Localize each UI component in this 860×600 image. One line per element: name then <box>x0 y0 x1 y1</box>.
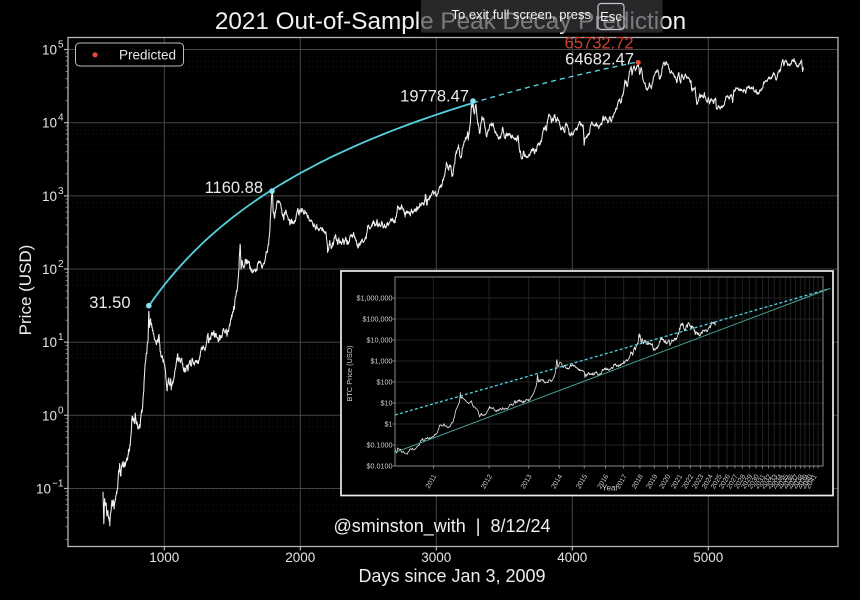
svg-text:$10,000: $10,000 <box>367 336 393 345</box>
svg-text:64682.47: 64682.47 <box>565 51 634 69</box>
svg-text:3000: 3000 <box>421 550 451 565</box>
svg-text:$1,000: $1,000 <box>371 357 393 366</box>
svg-text:Year: Year <box>602 484 619 493</box>
svg-text:31.50: 31.50 <box>89 294 130 312</box>
svg-text:10: 10 <box>36 482 51 497</box>
svg-text:10: 10 <box>42 408 57 423</box>
svg-text:Price (USD): Price (USD) <box>16 245 35 336</box>
svg-text:5: 5 <box>58 40 64 51</box>
svg-text:0: 0 <box>58 405 64 416</box>
svg-text:$0.0100: $0.0100 <box>367 462 393 471</box>
svg-text:1000: 1000 <box>149 550 179 565</box>
svg-text:$10: $10 <box>381 399 393 408</box>
svg-text:@sminston_with | 8/12/24: @sminston_with | 8/12/24 <box>333 516 550 537</box>
svg-text:10: 10 <box>42 262 57 277</box>
svg-text:4000: 4000 <box>557 550 587 565</box>
svg-text:Days since Jan 3, 2009: Days since Jan 3, 2009 <box>358 566 545 586</box>
svg-text:2000: 2000 <box>285 550 315 565</box>
svg-text:Esc: Esc <box>600 9 622 24</box>
svg-text:$0.1000: $0.1000 <box>367 441 393 450</box>
svg-text:Predicted: Predicted <box>119 48 176 63</box>
svg-text:3: 3 <box>58 186 64 197</box>
svg-text:$100,000: $100,000 <box>363 315 393 324</box>
svg-text:BTC Price (USD): BTC Price (USD) <box>345 345 354 401</box>
svg-text:$100: $100 <box>377 378 393 387</box>
svg-text:To exit full screen, press: To exit full screen, press <box>452 7 592 22</box>
svg-text:19778.47: 19778.47 <box>400 88 469 106</box>
svg-text:−1: −1 <box>52 479 64 490</box>
svg-text:65732.72: 65732.72 <box>565 35 634 53</box>
svg-text:5000: 5000 <box>693 550 723 565</box>
svg-text:$1: $1 <box>385 420 393 429</box>
svg-text:2: 2 <box>58 259 64 270</box>
svg-text:4: 4 <box>58 113 64 124</box>
svg-text:10: 10 <box>42 116 57 131</box>
svg-text:10: 10 <box>42 43 57 58</box>
svg-text:10: 10 <box>42 189 57 204</box>
svg-text:10: 10 <box>42 335 57 350</box>
svg-text:$1,000,000: $1,000,000 <box>357 294 393 303</box>
svg-text:1: 1 <box>58 332 64 343</box>
svg-text:1160.88: 1160.88 <box>205 179 263 197</box>
